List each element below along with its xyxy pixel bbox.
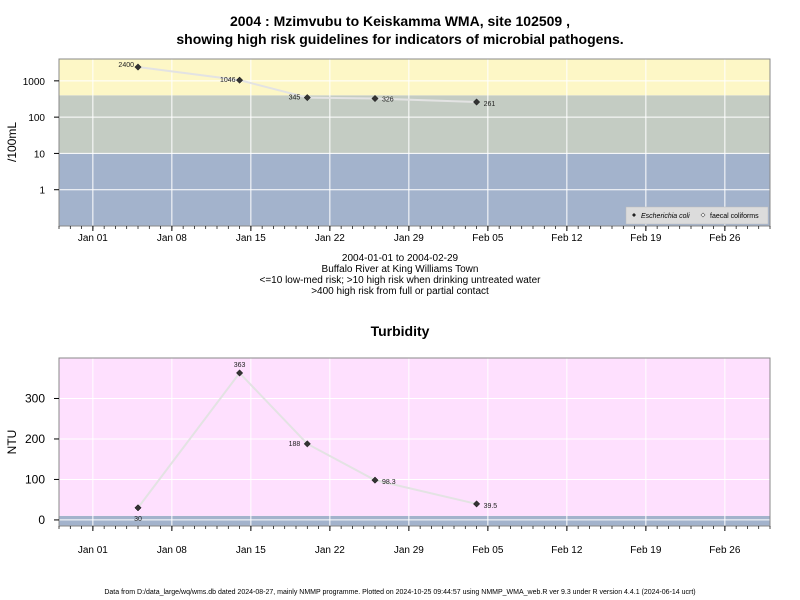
chart-title-line2: showing high risk guidelines for indicat… bbox=[176, 31, 624, 47]
data-point-marker bbox=[303, 94, 311, 102]
legend-label-faecal: faecal coliforms bbox=[710, 213, 759, 220]
x-tick-label: Feb 19 bbox=[630, 545, 662, 556]
data-point-marker bbox=[303, 440, 311, 448]
data-label: 98.3 bbox=[382, 479, 396, 486]
legend-box bbox=[625, 206, 769, 225]
x-tick-label: Feb 26 bbox=[709, 545, 741, 556]
data-label: 261 bbox=[484, 101, 496, 108]
data-label: 363 bbox=[234, 362, 246, 369]
x-tick-label: Jan 22 bbox=[315, 545, 345, 556]
y-tick-label: 10 bbox=[34, 149, 46, 160]
x-tick-label: Jan 08 bbox=[157, 545, 187, 556]
subtitle-risk-drinking: <=10 low-med risk; >10 high risk when dr… bbox=[259, 275, 541, 286]
subtitle-site-name: Buffalo River at King Williams Town bbox=[321, 264, 479, 275]
legend-label-ecoli: Escherichia coli bbox=[641, 213, 690, 220]
x-tick-label: Feb 05 bbox=[472, 545, 504, 556]
plot-frame bbox=[58, 357, 771, 527]
y-tick-label: 1 bbox=[39, 186, 45, 197]
data-point-marker bbox=[473, 500, 481, 508]
x-tick-label: Jan 29 bbox=[394, 233, 424, 244]
x-tick-label: Jan 15 bbox=[236, 545, 266, 556]
risk-band-2 bbox=[59, 59, 770, 96]
x-tick-label: Jan 08 bbox=[157, 233, 187, 244]
y-tick-label: 200 bbox=[25, 432, 45, 446]
x-tick-label: Jan 29 bbox=[394, 545, 424, 556]
risk-band-0 bbox=[59, 515, 770, 526]
footer-note: Data from D:/data_large/wq/wms.db dated … bbox=[104, 589, 696, 596]
data-point-marker bbox=[371, 94, 379, 103]
data-label: 188 bbox=[289, 441, 301, 448]
x-tick-label: Feb 19 bbox=[630, 233, 662, 244]
x-tick-label: Jan 22 bbox=[315, 233, 345, 244]
data-point-marker bbox=[371, 476, 379, 484]
x-tick-label: Jan 15 bbox=[236, 233, 266, 244]
turbidity-title: Turbidity bbox=[370, 323, 430, 339]
data-point-marker bbox=[134, 504, 142, 512]
data-point-marker bbox=[236, 76, 244, 84]
y-tick-label: 100 bbox=[28, 113, 45, 124]
data-label: 39.5 bbox=[484, 503, 498, 510]
x-tick-label: Feb 12 bbox=[551, 545, 583, 556]
y-axis-label: /100mL bbox=[5, 122, 19, 162]
data-point-marker bbox=[236, 369, 244, 377]
data-label: 2400 bbox=[118, 62, 134, 69]
data-label: 1046 bbox=[220, 77, 236, 84]
data-label: 345 bbox=[289, 95, 301, 102]
legend-marker-faecal bbox=[700, 212, 706, 218]
x-tick-label: Feb 26 bbox=[709, 233, 741, 244]
x-tick-label: Jan 01 bbox=[78, 545, 108, 556]
chart-title-line1: 2004 : Mzimvubu to Keiskamma WMA, site 1… bbox=[229, 13, 570, 29]
data-label: 30 bbox=[134, 516, 142, 523]
y-axis-label: NTU bbox=[5, 430, 19, 455]
subtitle-risk-contact: >400 high risk from full or partial cont… bbox=[311, 286, 489, 297]
risk-band-1 bbox=[59, 95, 770, 154]
subtitle-date-range: 2004-01-01 to 2004-02-29 bbox=[341, 253, 459, 264]
x-tick-label: Feb 05 bbox=[472, 233, 504, 244]
data-label: 326 bbox=[382, 97, 394, 104]
y-tick-label: 0 bbox=[38, 513, 45, 527]
x-tick-label: Jan 01 bbox=[78, 233, 108, 244]
y-tick-label: 300 bbox=[25, 391, 45, 405]
legend-marker-ecoli bbox=[632, 213, 636, 217]
risk-band-1 bbox=[59, 358, 770, 516]
plot-frame bbox=[58, 58, 771, 227]
data-point-marker bbox=[134, 63, 142, 71]
data-point-marker bbox=[473, 98, 481, 106]
y-tick-label: 1000 bbox=[23, 77, 46, 88]
y-tick-label: 100 bbox=[25, 472, 45, 486]
x-tick-label: Feb 12 bbox=[551, 233, 583, 244]
